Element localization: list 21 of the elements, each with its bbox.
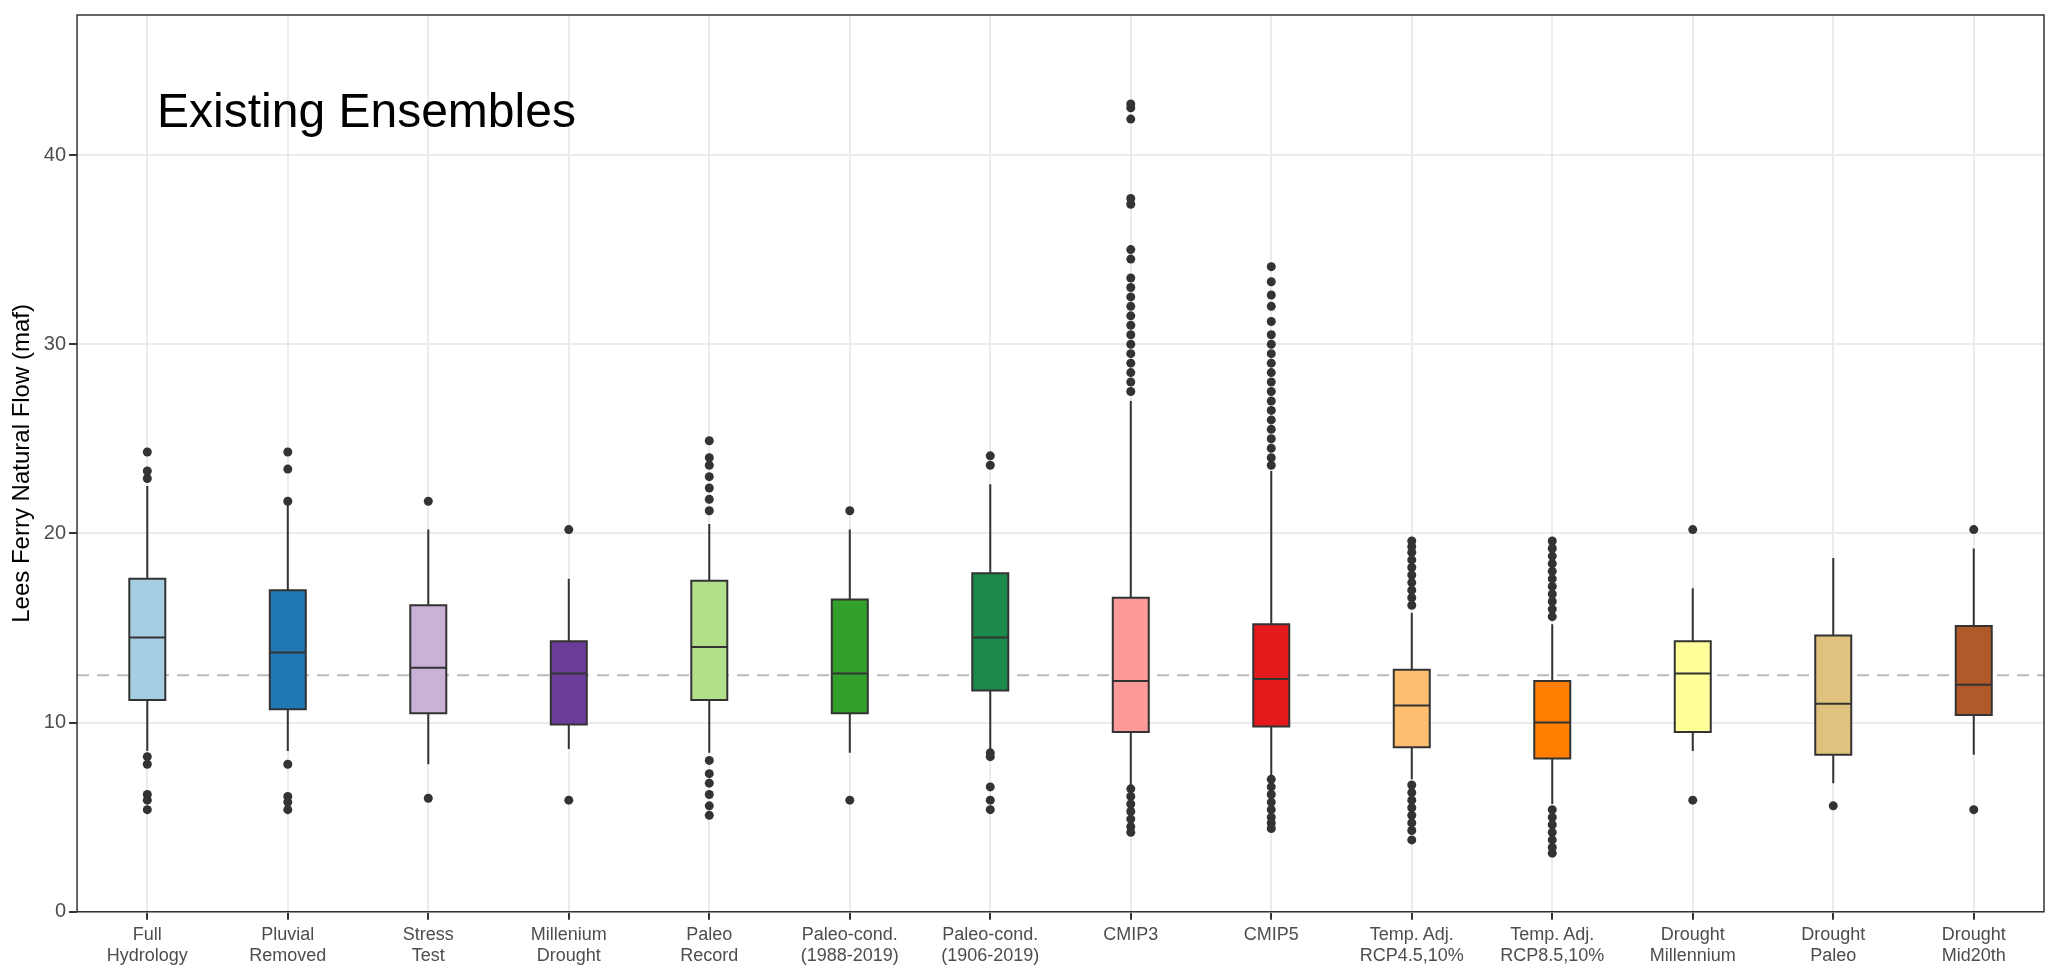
y-tick-label: 30 xyxy=(43,331,67,354)
x-tick-label: Stress Test xyxy=(402,923,454,966)
x-tick-label: Millenium Drought xyxy=(530,923,607,966)
x-tick-label: CMIP3 xyxy=(1103,923,1159,944)
y-tick-label: 40 xyxy=(43,142,67,165)
y-tick-label: 20 xyxy=(43,520,67,543)
annotation: Existing Ensembles xyxy=(157,84,576,138)
x-tick-label: Temp. Adj. RCP8.5,10% xyxy=(1500,923,1605,966)
x-tick-label: CMIP5 xyxy=(1243,923,1299,944)
x-tick-label: Drought Millennium xyxy=(1649,923,1736,966)
y-tick-label: 0 xyxy=(54,899,67,922)
y-tick-label: 10 xyxy=(43,710,67,733)
x-tick-label: Drought Paleo xyxy=(1801,923,1866,966)
y-axis-title: Lees Ferry Natural Flow (maf) xyxy=(7,304,35,623)
x-tick-label: Drought Mid20th xyxy=(1941,923,2006,966)
x-tick-label: Pluvial Removed xyxy=(249,923,327,966)
x-tick-label: Full Hydrology xyxy=(106,923,188,966)
x-tick-label: Paleo Record xyxy=(680,923,739,966)
x-tick-label: Temp. Adj. RCP4.5,10% xyxy=(1359,923,1464,966)
x-tick-label: Paleo-cond. (1988-2019) xyxy=(800,923,899,966)
x-tick-label: Paleo-cond. (1906-2019) xyxy=(941,923,1040,966)
